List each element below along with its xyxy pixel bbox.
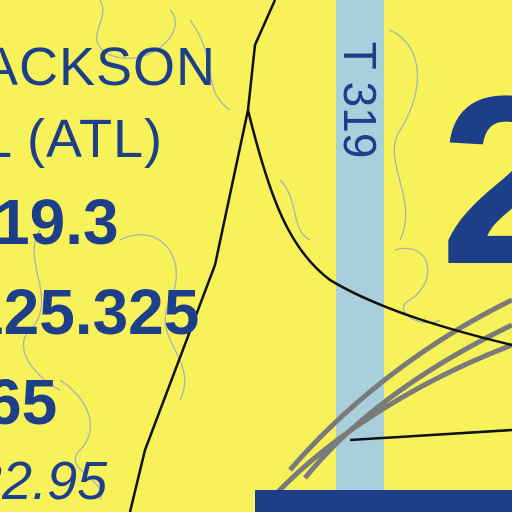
runways bbox=[258, 297, 512, 512]
boundary-lines bbox=[128, 0, 512, 512]
terrain-contours bbox=[22, 0, 441, 501]
frequency-4: 22.95 bbox=[0, 451, 108, 511]
runway-bar bbox=[255, 490, 512, 512]
route-label: T 319 bbox=[334, 41, 386, 159]
frequency-3: 65 bbox=[0, 366, 58, 438]
frequency-2: 125.325 bbox=[0, 276, 200, 348]
airport-name: ACKSON bbox=[0, 37, 217, 97]
large-numeral: 2 bbox=[440, 46, 512, 314]
frequency-1: 19.3 bbox=[0, 186, 119, 258]
airport-code: L (ATL) bbox=[0, 109, 164, 169]
